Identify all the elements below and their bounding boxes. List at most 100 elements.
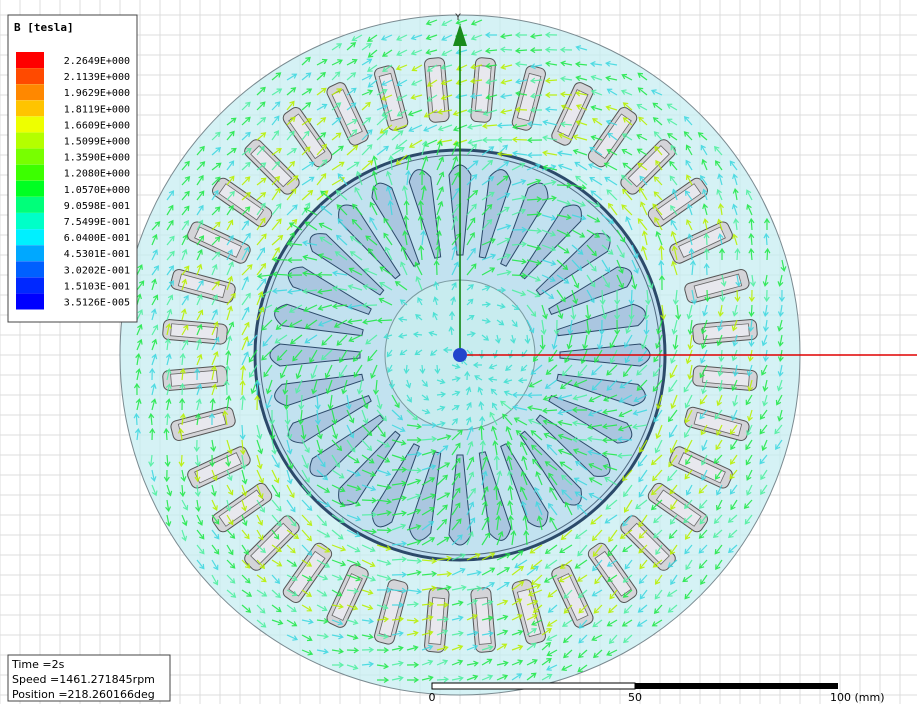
rotor-bar — [309, 414, 385, 477]
field-arrow — [601, 450, 618, 457]
field-arrow — [436, 462, 451, 471]
field-arrow — [391, 130, 404, 141]
field-arrow — [515, 90, 528, 97]
field-arrow — [451, 429, 463, 441]
field-arrow — [716, 188, 723, 201]
field-arrow — [606, 649, 618, 656]
field-arrow — [506, 440, 513, 456]
field-arrow — [196, 279, 204, 291]
field-arrow — [263, 364, 273, 378]
field-arrow — [588, 163, 603, 171]
field-arrow — [211, 162, 222, 171]
field-arrow — [226, 574, 236, 584]
field-arrow — [732, 364, 739, 377]
field-arrow — [353, 364, 363, 378]
field-arrow — [331, 88, 343, 96]
field-arrow — [650, 89, 663, 96]
field-arrow — [421, 644, 434, 651]
field-arrow — [760, 364, 768, 376]
field-arrow — [239, 424, 246, 441]
field-arrow — [602, 464, 618, 471]
field-arrow — [638, 574, 648, 584]
field-arrow — [511, 304, 520, 310]
field-arrow — [421, 493, 437, 501]
field-arrow — [361, 58, 373, 66]
field-arrow — [239, 394, 246, 411]
field-arrow — [588, 462, 603, 471]
field-arrow — [511, 162, 526, 171]
field-arrow — [361, 74, 373, 81]
field-arrow — [316, 271, 333, 278]
field-arrow — [331, 102, 342, 111]
legend-label: 6.0400E-001 — [64, 233, 130, 244]
field-arrow — [559, 461, 573, 471]
field-arrow — [241, 116, 251, 126]
field-arrow — [403, 364, 410, 375]
field-arrow — [564, 349, 573, 364]
field-arrow — [748, 289, 755, 303]
field-arrow — [542, 150, 558, 157]
field-arrow — [376, 647, 390, 654]
field-arrow — [301, 529, 313, 542]
field-arrow — [388, 379, 396, 390]
legend-swatch — [16, 84, 44, 101]
field-arrow — [514, 106, 528, 113]
field-arrow — [653, 604, 663, 615]
field-arrow — [655, 334, 663, 349]
field-arrow — [778, 289, 785, 303]
field-arrow — [316, 71, 326, 81]
field-arrow — [226, 469, 233, 482]
field-arrow — [135, 368, 142, 381]
field-arrow — [196, 544, 205, 555]
field-arrow — [638, 484, 648, 498]
field-arrow — [571, 274, 580, 289]
field-arrow — [165, 514, 172, 527]
field-arrow — [211, 336, 220, 351]
field-arrow — [399, 299, 408, 306]
field-arrow — [151, 221, 161, 231]
field-arrow — [526, 319, 535, 334]
field-arrow — [226, 234, 234, 246]
field-arrow — [466, 298, 474, 306]
field-arrow — [271, 130, 280, 141]
field-arrow — [576, 504, 588, 516]
rotor-bar — [535, 414, 611, 477]
field-arrow — [526, 259, 542, 266]
field-arrow — [632, 409, 648, 416]
field-arrow — [641, 230, 648, 246]
field-arrow — [466, 471, 475, 486]
field-arrow — [622, 117, 633, 126]
field-arrow — [451, 363, 461, 370]
field-arrow — [166, 190, 175, 201]
field-arrow — [256, 290, 264, 306]
legend-swatch — [16, 52, 44, 68]
field-arrow — [303, 207, 318, 216]
field-arrow — [667, 133, 678, 141]
field-arrow — [331, 544, 347, 552]
field-arrow — [211, 221, 221, 231]
field-arrow — [544, 77, 558, 84]
field-arrow — [301, 559, 313, 567]
field-arrow — [316, 514, 328, 527]
field-arrow — [481, 267, 496, 276]
field-arrow — [558, 574, 573, 583]
field-arrow — [406, 645, 419, 651]
slot-winding — [594, 550, 632, 597]
field-arrow — [748, 304, 755, 318]
field-arrow — [746, 484, 753, 496]
field-arrow — [406, 493, 422, 501]
rotor-bar — [371, 182, 420, 267]
field-arrow — [606, 619, 618, 627]
field-arrow — [703, 262, 710, 276]
field-arrow — [405, 155, 412, 171]
field-arrow — [526, 642, 537, 651]
field-arrow — [614, 289, 621, 306]
field-arrow — [762, 319, 769, 333]
field-arrow — [500, 108, 513, 115]
field-arrow — [596, 334, 603, 350]
field-arrow — [376, 454, 391, 463]
field-arrow — [211, 236, 221, 246]
stator-slot — [470, 57, 496, 123]
field-arrow — [622, 514, 633, 527]
field-arrow — [733, 217, 740, 231]
